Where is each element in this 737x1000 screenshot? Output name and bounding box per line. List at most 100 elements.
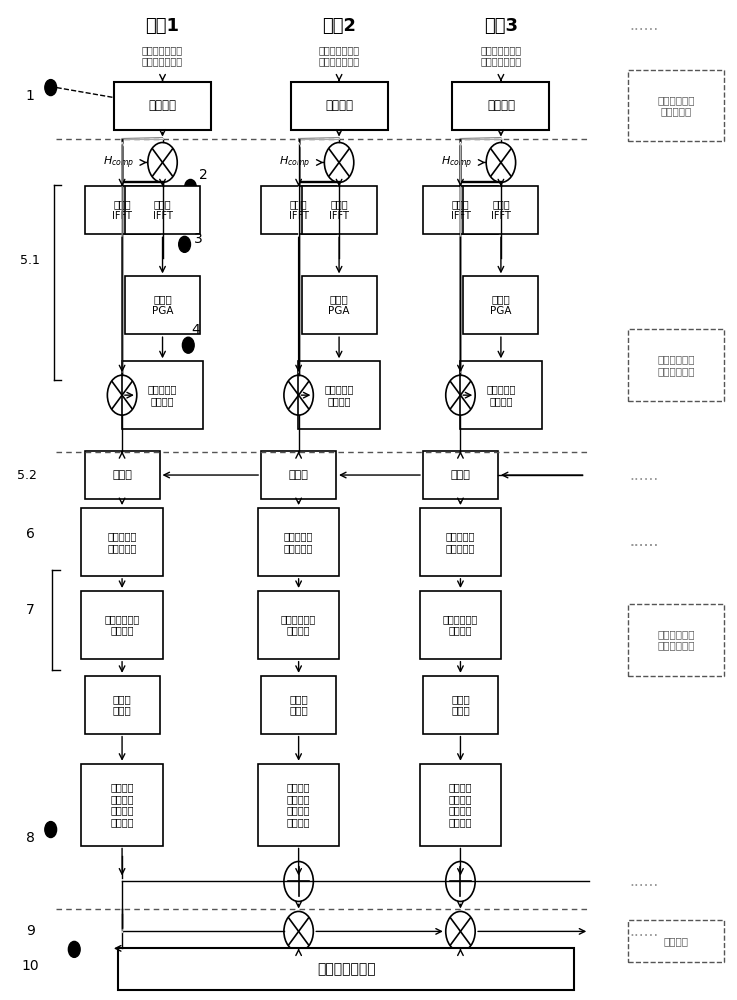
Text: 8: 8	[26, 831, 35, 845]
Text: 7: 7	[26, 603, 35, 617]
Circle shape	[45, 822, 57, 838]
Circle shape	[182, 241, 186, 247]
FancyBboxPatch shape	[301, 276, 377, 334]
FancyBboxPatch shape	[301, 186, 377, 234]
FancyBboxPatch shape	[420, 508, 501, 576]
FancyBboxPatch shape	[125, 186, 200, 234]
FancyBboxPatch shape	[420, 764, 501, 846]
FancyBboxPatch shape	[261, 186, 336, 234]
Text: 方位向
IFFT: 方位向 IFFT	[450, 200, 470, 221]
Text: 6: 6	[26, 527, 35, 541]
Text: 幅度均衡: 幅度均衡	[149, 99, 177, 112]
FancyBboxPatch shape	[261, 676, 336, 734]
FancyBboxPatch shape	[85, 186, 160, 234]
Text: 3: 3	[194, 232, 202, 246]
Text: ......: ......	[629, 18, 659, 33]
Circle shape	[188, 184, 192, 190]
Text: 沿方位
向叠加: 沿方位 向叠加	[451, 694, 469, 716]
Text: 求角度拟
合得到常
数和线性
相位误差: 求角度拟 合得到常 数和线性 相位误差	[449, 782, 472, 827]
Text: 互相关: 互相关	[289, 470, 309, 480]
FancyBboxPatch shape	[258, 508, 339, 576]
FancyBboxPatch shape	[464, 276, 539, 334]
Text: 4: 4	[192, 323, 200, 337]
Text: ......: ......	[629, 468, 659, 483]
Text: $H_{comp}$: $H_{comp}$	[441, 154, 472, 171]
Circle shape	[72, 946, 77, 952]
Text: 子带3: 子带3	[484, 17, 518, 35]
FancyBboxPatch shape	[85, 676, 160, 734]
FancyBboxPatch shape	[423, 451, 498, 499]
Circle shape	[186, 342, 190, 348]
FancyBboxPatch shape	[461, 361, 542, 429]
Text: 距离向频带合成: 距离向频带合成	[317, 962, 376, 976]
Text: ......: ......	[629, 534, 659, 549]
Text: 9: 9	[26, 924, 35, 938]
FancyBboxPatch shape	[82, 591, 163, 659]
Text: 高次相位误差
的估计与补偿: 高次相位误差 的估计与补偿	[657, 354, 695, 376]
Text: 求角度拟
合得到常
数和线性
相位误差: 求角度拟 合得到常 数和线性 相位误差	[287, 782, 310, 827]
Text: 取出相邻子
带重叠部分: 取出相邻子 带重叠部分	[284, 531, 313, 553]
Circle shape	[184, 179, 196, 195]
Text: 方位向
IFFT: 方位向 IFFT	[289, 200, 309, 221]
FancyBboxPatch shape	[258, 764, 339, 846]
Text: 相位误差估计
前的预处理: 相位误差估计 前的预处理	[657, 95, 695, 116]
Text: 2: 2	[198, 168, 207, 182]
Text: 幅度均衡: 幅度均衡	[487, 99, 515, 112]
FancyBboxPatch shape	[85, 451, 160, 499]
FancyBboxPatch shape	[453, 82, 550, 130]
Text: 求角度拟
合得到常
数和线性
相位误差: 求角度拟 合得到常 数和线性 相位误差	[111, 782, 134, 827]
Text: 方位向
IFFT: 方位向 IFFT	[329, 200, 349, 221]
Text: 互相关: 互相关	[450, 470, 470, 480]
FancyBboxPatch shape	[628, 70, 724, 141]
Text: 方位向
IFFT: 方位向 IFFT	[491, 200, 511, 221]
FancyBboxPatch shape	[464, 186, 539, 234]
Text: $H_{comp}$: $H_{comp}$	[279, 154, 311, 171]
Text: ......: ......	[629, 874, 659, 889]
Text: 距离向高次
相位误差: 距离向高次 相位误差	[148, 384, 177, 406]
Text: 取出相邻子
带重叠部分: 取出相邻子 带重叠部分	[446, 531, 475, 553]
FancyBboxPatch shape	[298, 361, 380, 429]
Text: $H_{comp}$: $H_{comp}$	[102, 154, 134, 171]
Circle shape	[49, 827, 53, 833]
Text: 子带重叠部分
其轭相乘: 子带重叠部分 其轭相乘	[105, 614, 140, 636]
Text: 频带合成: 频带合成	[663, 936, 688, 946]
FancyBboxPatch shape	[119, 948, 574, 990]
Text: 取出相邻子
带重叠部分: 取出相邻子 带重叠部分	[108, 531, 137, 553]
Text: 经距离向匹配滤
波的双频域数据: 经距离向匹配滤 波的双频域数据	[318, 45, 360, 66]
Text: 1: 1	[26, 89, 35, 103]
Text: 沿方位
向叠加: 沿方位 向叠加	[289, 694, 308, 716]
FancyBboxPatch shape	[628, 604, 724, 676]
Text: 沿方位
向叠加: 沿方位 向叠加	[113, 694, 131, 716]
Text: 距离向高次
相位误差: 距离向高次 相位误差	[486, 384, 516, 406]
Text: 子带1: 子带1	[145, 17, 180, 35]
FancyBboxPatch shape	[628, 920, 724, 962]
Circle shape	[182, 337, 194, 353]
Text: 子带重叠部分
其轭相乘: 子带重叠部分 其轭相乘	[281, 614, 316, 636]
FancyBboxPatch shape	[122, 361, 203, 429]
FancyBboxPatch shape	[290, 82, 388, 130]
Text: 经距离向匹配滤
波的双频域数据: 经距离向匹配滤 波的双频域数据	[142, 45, 183, 66]
Text: 5.1: 5.1	[20, 254, 40, 267]
Text: ......: ......	[629, 534, 659, 549]
FancyBboxPatch shape	[125, 276, 200, 334]
FancyBboxPatch shape	[628, 329, 724, 401]
Text: 互相关: 互相关	[112, 470, 132, 480]
FancyBboxPatch shape	[261, 451, 336, 499]
Text: 方位向
IFFT: 方位向 IFFT	[153, 200, 172, 221]
Circle shape	[178, 236, 190, 252]
FancyBboxPatch shape	[423, 186, 498, 234]
FancyBboxPatch shape	[258, 591, 339, 659]
Text: 幅度均衡: 幅度均衡	[325, 99, 353, 112]
Text: 子带重叠部分
其轭相乘: 子带重叠部分 其轭相乘	[443, 614, 478, 636]
FancyBboxPatch shape	[423, 676, 498, 734]
Circle shape	[45, 80, 57, 96]
FancyBboxPatch shape	[82, 764, 163, 846]
Text: ......: ......	[629, 924, 659, 939]
FancyBboxPatch shape	[420, 591, 501, 659]
Text: 子带2: 子带2	[322, 17, 356, 35]
Text: 低次相位误差
的估计与补偿: 低次相位误差 的估计与补偿	[657, 629, 695, 651]
Text: 距离向
PGA: 距离向 PGA	[490, 294, 511, 316]
FancyBboxPatch shape	[114, 82, 211, 130]
Circle shape	[49, 85, 53, 91]
Text: 距离向高次
相位误差: 距离向高次 相位误差	[324, 384, 354, 406]
